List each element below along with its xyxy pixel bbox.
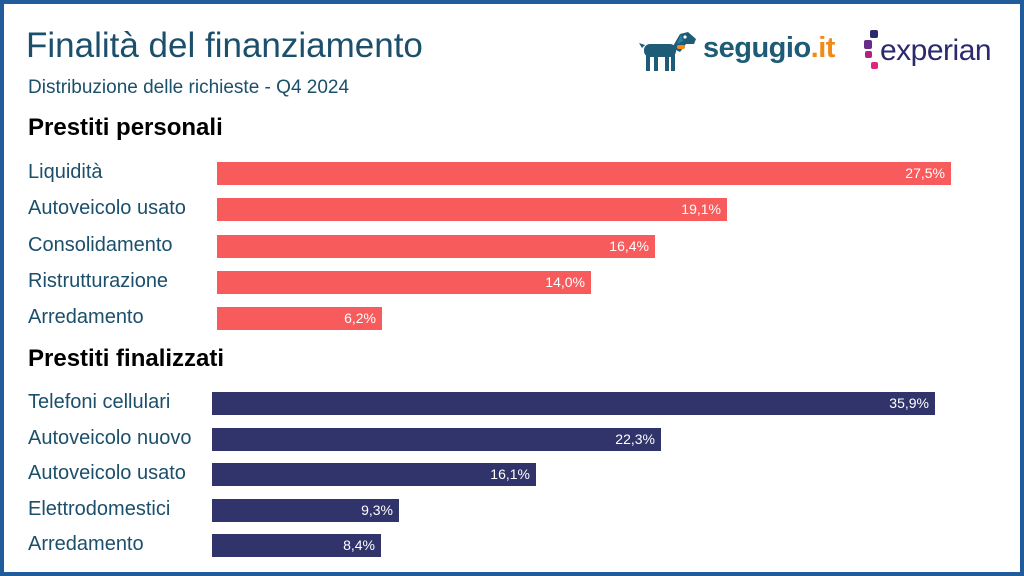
experian-mark-icon: [864, 30, 878, 69]
bar-value-label: 8,4%: [343, 537, 375, 554]
bar: 8,4%: [212, 534, 381, 558]
experian-logo: experian: [864, 28, 1009, 74]
segugio-logo: segugio.it: [636, 26, 836, 74]
bar: 16,1%: [212, 463, 536, 487]
bar-value-label: 14,0%: [545, 273, 585, 290]
category-label: Ristrutturazione: [28, 269, 169, 292]
section-title-personali: Prestiti personali: [28, 114, 223, 141]
category-label: Consolidamento: [28, 233, 173, 256]
category-label: Autoveicolo usato: [28, 197, 186, 220]
bar-value-label: 9,3%: [361, 501, 393, 518]
bar: 35,9%: [212, 392, 935, 415]
dog-icon: [639, 32, 696, 71]
bar: 9,3%: [212, 498, 399, 522]
category-label: Elettrodomestici: [28, 497, 171, 520]
category-label: Liquidità: [28, 161, 103, 183]
category-label: Arredamento: [28, 533, 144, 556]
bar-value-label: 16,4%: [609, 237, 649, 254]
category-label: Arredamento: [28, 306, 144, 329]
page-title: Finalità del finanziamento: [26, 26, 423, 65]
bar: 19,1%: [217, 198, 727, 222]
bar-value-label: 16,1%: [490, 466, 530, 483]
section-title-finalizzati: Prestiti finalizzati: [28, 345, 225, 372]
category-label: Autoveicolo nuovo: [28, 426, 192, 449]
bar-value-label: 35,9%: [889, 395, 929, 411]
category-label: Telefoni cellulari: [28, 391, 171, 413]
bar-value-label: 19,1%: [681, 201, 721, 218]
page-subtitle: Distribuzione delle richieste - Q4 2024: [28, 77, 350, 98]
bar: 27,5%: [217, 162, 951, 185]
experian-wordmark: experian: [880, 34, 992, 67]
bar: 14,0%: [217, 270, 591, 294]
bar-value-label: 22,3%: [615, 430, 655, 447]
bar-value-label: 6,2%: [344, 310, 376, 327]
bar: 22,3%: [212, 427, 661, 451]
category-label: Autoveicolo usato: [28, 462, 186, 485]
bar: 6,2%: [217, 307, 382, 331]
bar-value-label: 27,5%: [905, 165, 945, 181]
segugio-wordmark: segugio.it: [703, 32, 835, 64]
bar: 16,4%: [217, 234, 655, 258]
